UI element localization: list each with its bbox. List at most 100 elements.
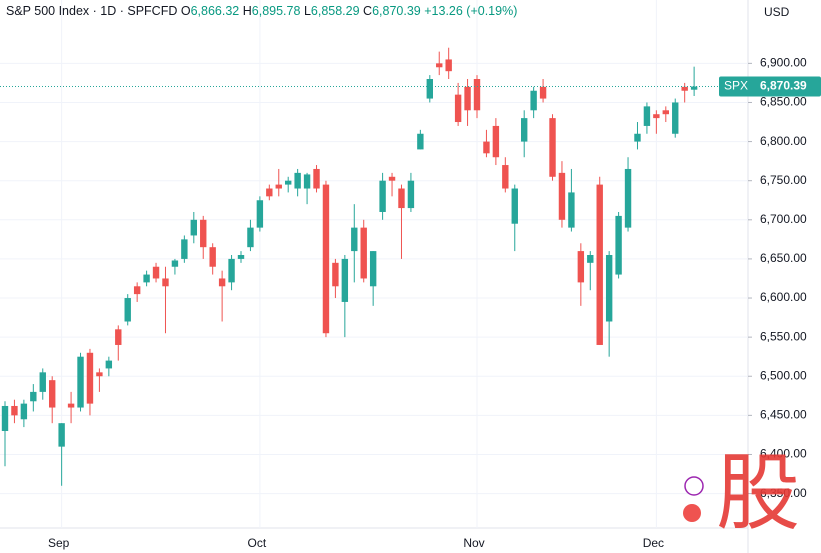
y-tick-label: 6,350.00 bbox=[760, 486, 807, 500]
candle-body bbox=[464, 86, 471, 111]
candle-body bbox=[568, 192, 575, 228]
candle-body bbox=[605, 255, 613, 322]
y-tick-label: 6,500.00 bbox=[760, 368, 807, 382]
y-tick-label: 6,700.00 bbox=[760, 212, 807, 226]
high-value: 6,895.78 bbox=[251, 4, 301, 18]
y-tick-label: 6,400.00 bbox=[760, 447, 807, 461]
candle-body bbox=[200, 219, 207, 248]
y-tick-label: 6,550.00 bbox=[760, 329, 807, 343]
open-label: O bbox=[180, 4, 191, 18]
candle-body bbox=[690, 86, 698, 90]
candle-body bbox=[143, 274, 150, 283]
y-tick-label: 6,450.00 bbox=[760, 408, 807, 422]
y-tick-label: 6,650.00 bbox=[760, 251, 807, 265]
candle-body bbox=[341, 258, 349, 302]
y-tick-label: 6,750.00 bbox=[760, 173, 807, 187]
open-value: 6,866.32 bbox=[190, 4, 240, 18]
close-value: 6,870.39 bbox=[372, 4, 421, 18]
candle-body bbox=[492, 125, 500, 158]
candle-body bbox=[171, 260, 179, 267]
candle-body bbox=[218, 278, 226, 287]
candle-body bbox=[521, 118, 528, 142]
candle-body bbox=[587, 255, 594, 263]
candle-body bbox=[67, 403, 75, 408]
candle-body bbox=[30, 391, 37, 402]
candle-body bbox=[502, 165, 509, 189]
candle-body bbox=[256, 200, 264, 228]
high-label: H bbox=[242, 4, 252, 18]
candle-body bbox=[105, 360, 113, 369]
candle-body bbox=[643, 106, 651, 126]
candle-body bbox=[86, 352, 94, 404]
close-label: C bbox=[363, 4, 373, 18]
x-tick-label: Sep bbox=[48, 536, 70, 550]
low-value: 6,858.29 bbox=[310, 4, 360, 18]
candle-body bbox=[1, 405, 9, 432]
candle-body bbox=[209, 247, 216, 267]
candle-body bbox=[115, 329, 122, 345]
candle-body bbox=[322, 184, 330, 334]
candle-body bbox=[388, 176, 396, 181]
candle-body bbox=[483, 141, 490, 154]
candle-body bbox=[181, 239, 188, 259]
candle-body bbox=[473, 79, 481, 111]
candle-body bbox=[96, 372, 103, 377]
candle-body bbox=[634, 133, 641, 142]
candle-body bbox=[624, 168, 632, 228]
change: +13.26 (+0.19%) bbox=[424, 4, 518, 18]
candle-body bbox=[615, 215, 622, 275]
y-tick-label: 6,600.00 bbox=[760, 290, 807, 304]
candle-body bbox=[58, 423, 65, 447]
candle-body bbox=[20, 403, 28, 420]
y-tick-label: 6,800.00 bbox=[760, 134, 807, 148]
candle-body bbox=[133, 286, 141, 295]
candle-body bbox=[313, 168, 320, 189]
candle-body bbox=[369, 251, 377, 287]
candle-body bbox=[662, 110, 669, 115]
candle-body bbox=[417, 133, 424, 150]
icon bbox=[683, 504, 701, 522]
candle-body bbox=[285, 180, 292, 185]
candle-body bbox=[11, 405, 18, 416]
candle-body bbox=[558, 172, 566, 220]
candle-body bbox=[672, 102, 679, 134]
candle-body bbox=[454, 94, 462, 123]
candle-body bbox=[49, 380, 56, 408]
candle-body bbox=[294, 172, 301, 189]
candle-body bbox=[379, 180, 386, 212]
candle-body bbox=[303, 174, 311, 189]
currency: USD bbox=[764, 5, 790, 19]
candle-body bbox=[511, 188, 518, 224]
candle-body bbox=[577, 251, 585, 283]
low-label: L bbox=[303, 4, 311, 18]
candle-body bbox=[266, 188, 273, 197]
candle-body bbox=[445, 59, 452, 72]
icon bbox=[684, 476, 704, 496]
candle-body bbox=[426, 79, 433, 99]
y-tick-label: 6,850.00 bbox=[760, 95, 807, 109]
candle-body bbox=[39, 372, 46, 392]
ohlc-legend: S&P 500 Index · 1D · SPFCFD O6,866.32 H6… bbox=[6, 4, 517, 18]
candle-body bbox=[351, 227, 358, 252]
candle-body bbox=[77, 356, 84, 408]
candle-body bbox=[596, 184, 603, 345]
candle-body bbox=[539, 86, 547, 99]
candle-body bbox=[653, 114, 660, 119]
price-tag-value: 6,870.39 bbox=[760, 79, 807, 93]
candle-body bbox=[332, 262, 339, 287]
candle-body bbox=[162, 278, 169, 287]
candle-body bbox=[228, 258, 235, 283]
price-tag-symbol: SPX bbox=[724, 79, 748, 93]
y-tick-label: 6,900.00 bbox=[760, 56, 807, 70]
candle-body bbox=[124, 298, 131, 322]
price-tag bbox=[719, 76, 821, 97]
candle-body bbox=[549, 118, 556, 177]
candle-body bbox=[436, 63, 443, 68]
candle-body bbox=[152, 266, 160, 279]
x-tick-label: Dec bbox=[643, 536, 664, 550]
x-tick-label: Nov bbox=[463, 536, 484, 550]
watermark: 股 bbox=[716, 446, 800, 540]
candle-body bbox=[407, 180, 415, 209]
candle-body bbox=[247, 227, 254, 248]
